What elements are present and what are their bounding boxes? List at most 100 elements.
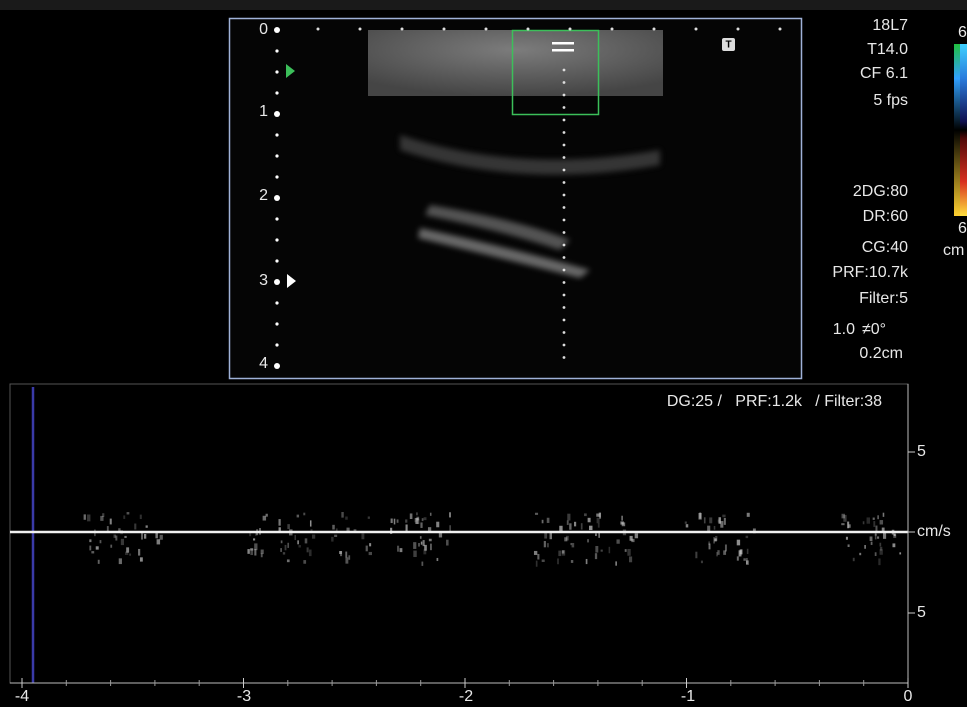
gain: CG:40 — [862, 239, 908, 256]
depth-dot — [274, 111, 280, 117]
velocity-label: 5 — [917, 443, 926, 460]
time-label: 0 — [904, 688, 913, 705]
speckle — [394, 519, 396, 525]
speckle — [547, 543, 549, 547]
speckle — [331, 537, 333, 542]
speckle — [294, 535, 296, 540]
speckle — [303, 560, 306, 564]
speckle — [699, 512, 701, 518]
depth-dot — [274, 279, 280, 285]
speckle — [430, 544, 432, 551]
speckle — [410, 513, 413, 519]
color-bar — [954, 44, 960, 216]
depth-dot — [275, 70, 278, 73]
speckle — [709, 517, 712, 523]
speckle — [880, 543, 882, 547]
speckle — [100, 540, 102, 543]
speckle — [436, 522, 439, 528]
speckle — [722, 515, 725, 518]
speckle — [420, 522, 422, 528]
probe: 18L7 — [872, 17, 908, 34]
icon-glyph: T — [725, 40, 731, 51]
top-dot — [695, 28, 698, 31]
speckle — [430, 513, 432, 516]
speckle — [547, 518, 550, 523]
speckle — [126, 547, 129, 552]
speckle — [369, 552, 372, 555]
cursor-dot — [563, 331, 566, 334]
cursor-dot — [563, 256, 566, 259]
speckle — [437, 558, 439, 561]
speckle — [587, 539, 589, 542]
speckle — [361, 533, 364, 539]
speckle — [424, 545, 427, 551]
speckle — [312, 534, 315, 538]
speckle — [746, 536, 749, 538]
depth-label: 2 — [259, 187, 268, 204]
cursor-dot — [563, 131, 566, 134]
speckle — [247, 549, 249, 554]
speckle — [144, 534, 146, 539]
cursor-dot — [563, 281, 566, 284]
speckle — [397, 519, 399, 522]
speckle — [859, 553, 861, 555]
cursor-dot — [563, 119, 566, 122]
speckle — [421, 542, 423, 545]
speckle — [737, 556, 739, 560]
speckle — [873, 521, 875, 527]
speckle — [867, 517, 870, 523]
cursor-dot — [563, 244, 566, 247]
speckle — [305, 538, 308, 543]
speckle — [570, 543, 572, 545]
speckle — [391, 518, 393, 523]
depth-dot — [275, 91, 278, 94]
speckle — [595, 533, 597, 536]
speckle — [84, 514, 86, 519]
doppler-settings: DG:25 / PRF:1.2k / Filter:38 — [667, 393, 882, 410]
top-dot — [317, 28, 320, 31]
speckle — [446, 540, 449, 546]
speckle — [138, 549, 140, 556]
speckle — [615, 561, 617, 565]
speckle — [864, 545, 866, 549]
speckle — [567, 520, 569, 525]
speckle — [846, 537, 848, 540]
speckle — [685, 521, 687, 523]
speckle — [449, 512, 451, 517]
speckle — [708, 541, 710, 544]
speckle — [725, 544, 727, 551]
speckle — [686, 524, 689, 527]
speckle — [695, 552, 697, 559]
top-dot — [359, 28, 362, 31]
cursor-dot — [563, 269, 566, 272]
depth-dot — [275, 49, 278, 52]
speckle — [250, 548, 253, 555]
setting: T14.0 — [867, 41, 908, 58]
speckle — [870, 536, 873, 541]
speckle — [566, 536, 569, 541]
speckle — [595, 553, 597, 559]
speckle — [287, 524, 290, 529]
speckle — [413, 551, 416, 557]
speckle — [114, 535, 116, 538]
cursor-dot — [563, 294, 566, 297]
speckle — [254, 543, 257, 550]
speckle — [287, 543, 289, 548]
top-dot — [401, 28, 404, 31]
speckle — [550, 532, 552, 539]
depth-dot — [275, 133, 278, 136]
body: T 0 1 2 3 4 18L7 T14.0 CF 6.1 5 fps 2DG:… — [0, 0, 967, 707]
speckle — [588, 518, 591, 522]
depth-label: 1 — [259, 103, 268, 120]
speckle — [424, 517, 427, 520]
speckle — [877, 536, 879, 538]
speckle — [406, 524, 408, 531]
speckle — [285, 545, 287, 550]
speckle — [280, 548, 282, 552]
speckle — [715, 536, 717, 541]
gain: Filter:5 — [859, 290, 908, 307]
speckle — [558, 551, 561, 556]
cursor-dot — [563, 169, 566, 172]
top-dot — [779, 28, 782, 31]
depth-dot — [274, 27, 280, 33]
